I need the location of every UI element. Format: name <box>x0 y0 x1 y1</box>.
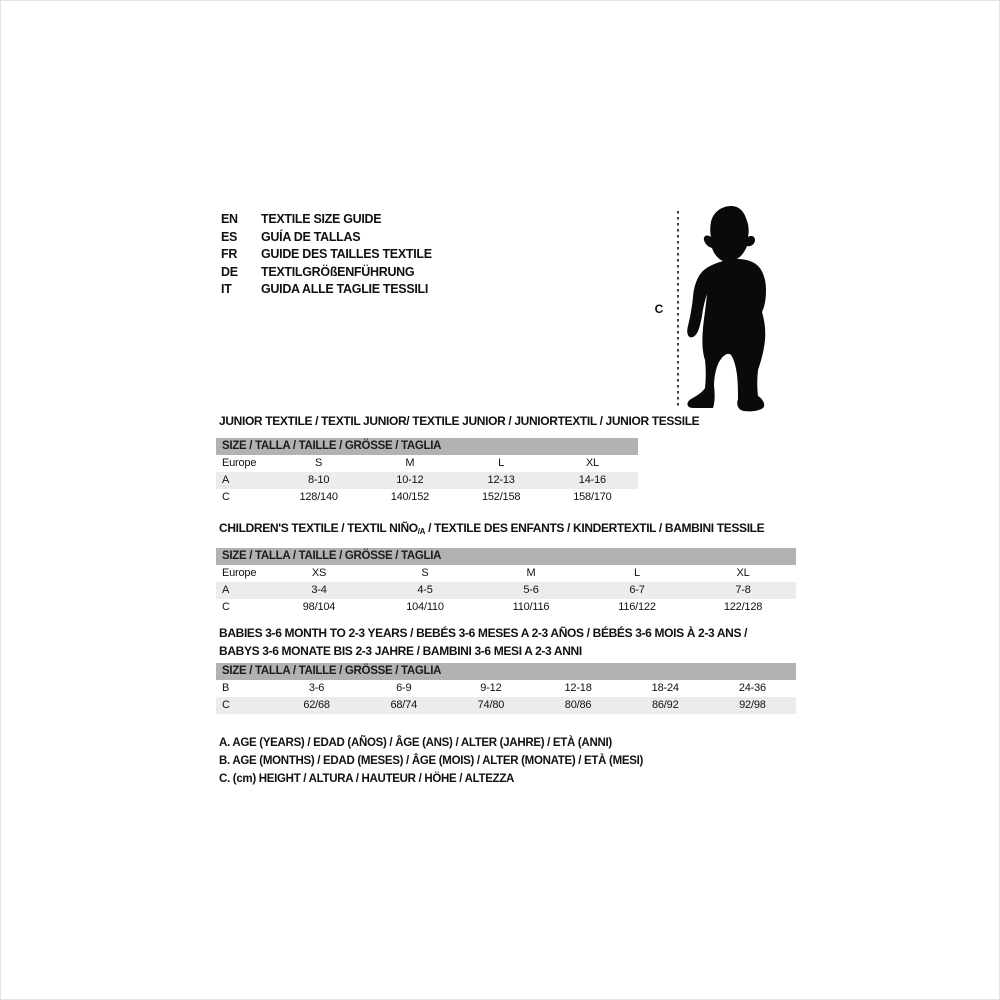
section-title-junior: JUNIOR TEXTILE / TEXTIL JUNIOR/ TEXTILE … <box>219 414 700 428</box>
title-part: / TEXTILE DES ENFANTS / KINDERTEXTIL / B… <box>425 521 765 535</box>
table-cell: 92/98 <box>739 699 766 711</box>
language-code: ES <box>221 229 238 244</box>
language-code: IT <box>221 282 232 296</box>
table-cell: S <box>315 457 323 469</box>
table-cell: 24-36 <box>738 682 766 694</box>
measurement-legend: A. AGE (YEARS) / EDAD (AÑOS) / ÂGE (ANS)… <box>219 734 643 788</box>
table-cell: 3-6 <box>308 682 325 694</box>
language-code: FR <box>221 247 238 261</box>
table-cell: 122/128 <box>723 601 763 613</box>
table-cell: Europe <box>222 567 257 579</box>
language-title: TEXTILE SIZE GUIDE <box>261 212 382 226</box>
table-cell: 9-12 <box>480 682 502 694</box>
section-title-babies-line1: BABIES 3-6 MONTH TO 2-3 YEARS / BEBÉS 3-… <box>219 626 748 640</box>
table-cell: C <box>222 601 230 613</box>
size-bar: SIZE / TALLA / TAILLE / GRÖSSE / TAGLIA <box>216 663 796 680</box>
legend-line-a: A. AGE (YEARS) / EDAD (AÑOS) / ÂGE (ANS)… <box>219 737 612 749</box>
table-cell: 68/74 <box>390 699 417 711</box>
table-cell: 6-9 <box>396 682 412 694</box>
legend-line-c: C. (cm) HEIGHT / ALTURA / HAUTEUR / HÖHE… <box>219 773 515 785</box>
language-row-fr: FR GUIDE DES TAILLES TEXTILE <box>221 246 432 264</box>
table-cell: 128/140 <box>299 491 338 503</box>
section-title-babies-line2: BABYS 3-6 MONATE BIS 2-3 JAHRE / BAMBINI… <box>219 644 582 658</box>
language-row-de: DE TEXTILGRÖßENFÜHRUNG <box>221 264 432 282</box>
table-cell: M <box>526 567 536 579</box>
size-bar: SIZE / TALLA / TAILLE / GRÖSSE / TAGLIA <box>216 548 796 565</box>
table-cell: C <box>222 491 230 503</box>
table-cell: 62/68 <box>303 699 330 711</box>
table-cell: 7-8 <box>735 584 751 596</box>
table-row-age: A 3-4 4-5 5-6 6-7 7-8 <box>216 582 796 599</box>
height-label-c: C <box>654 302 664 316</box>
table-cell: 18-24 <box>651 682 679 694</box>
height-figure: C <box>641 196 801 421</box>
size-table-children: SIZE / TALLA / TAILLE / GRÖSSE / TAGLIA … <box>216 548 796 616</box>
table-cell: XL <box>585 457 599 469</box>
language-title: GUIDA ALLE TAGLIE TESSILI <box>261 282 429 296</box>
table-cell: L <box>634 567 640 579</box>
table-cell: 12-18 <box>564 682 592 694</box>
table-cell: 3-4 <box>311 584 327 596</box>
size-bar: SIZE / TALLA / TAILLE / GRÖSSE / TAGLIA <box>216 438 638 455</box>
table-cell: A <box>222 584 230 596</box>
language-title: GUÍA DE TALLAS <box>261 229 361 244</box>
table-cell: 8-10 <box>308 474 330 486</box>
size-table-babies: SIZE / TALLA / TAILLE / GRÖSSE / TAGLIA … <box>216 663 796 714</box>
table-row-height: C 128/140 140/152 152/158 158/170 <box>216 489 638 506</box>
table-cell: XS <box>311 567 327 579</box>
table-cell: C <box>222 699 230 711</box>
height-measure-dotted-line <box>677 211 679 407</box>
table-cell: 158/170 <box>573 491 612 503</box>
table-cell: 86/92 <box>651 699 679 711</box>
table-cell: M <box>405 457 415 469</box>
language-row-es: ES GUÍA DE TALLAS <box>221 229 432 247</box>
language-code: EN <box>221 212 238 226</box>
table-cell: 152/158 <box>481 491 521 503</box>
table-cell: 104/110 <box>406 601 444 613</box>
table-cell: 14-16 <box>578 474 606 486</box>
table-row-age: A 8-10 10-12 12-13 14-16 <box>216 472 638 489</box>
table-cell: 4-5 <box>417 584 433 596</box>
title-part: CHILDREN'S TEXTILE / TEXTIL NIÑO <box>219 521 418 535</box>
language-code: DE <box>221 264 238 279</box>
table-cell: L <box>498 457 505 469</box>
table-row-height: C 98/104 104/110 110/116 116/122 122/128 <box>216 599 796 616</box>
table-cell: 110/116 <box>512 601 550 613</box>
legend-line-b: B. AGE (MONTHS) / EDAD (MESES) / ÂGE (MO… <box>219 755 644 767</box>
language-row-en: EN TEXTILE SIZE GUIDE <box>221 211 432 229</box>
baby-silhouette-icon <box>687 206 766 412</box>
title-subscript: /A <box>417 527 426 536</box>
table-row-height: C 62/68 68/74 74/80 80/86 86/92 92/98 <box>216 697 796 714</box>
table-cell: S <box>421 567 429 579</box>
size-table-junior: SIZE / TALLA / TAILLE / GRÖSSE / TAGLIA … <box>216 438 638 506</box>
table-cell: 12-13 <box>487 474 515 486</box>
table-row-europe: Europe XS S M L XL <box>216 565 796 582</box>
table-cell: B <box>222 682 230 694</box>
table-cell: 10-12 <box>396 474 424 486</box>
language-title: TEXTILGRÖßENFÜHRUNG <box>261 264 415 279</box>
table-cell: 6-7 <box>629 584 645 596</box>
table-cell: XL <box>736 567 750 579</box>
table-cell: 74/80 <box>477 699 505 711</box>
table-row-age-months: B 3-6 6-9 9-12 12-18 18-24 24-36 <box>216 680 796 697</box>
language-title: GUIDE DES TAILLES TEXTILE <box>261 247 432 261</box>
table-cell: 140/152 <box>390 491 430 503</box>
table-row-europe: Europe S M L XL <box>216 455 638 472</box>
language-row-it: IT GUIDA ALLE TAGLIE TESSILI <box>221 281 432 299</box>
table-cell: 5-6 <box>523 584 539 596</box>
table-cell: Europe <box>222 457 257 469</box>
table-cell: 80/86 <box>564 699 592 711</box>
table-cell: 116/122 <box>618 601 656 613</box>
table-cell: 98/104 <box>302 601 336 613</box>
section-title-children: CHILDREN'S TEXTILE / TEXTIL NIÑO/A / TEX… <box>219 521 765 536</box>
language-title-list: EN TEXTILE SIZE GUIDE ES GUÍA DE TALLAS … <box>221 211 432 299</box>
table-cell: A <box>222 474 230 486</box>
